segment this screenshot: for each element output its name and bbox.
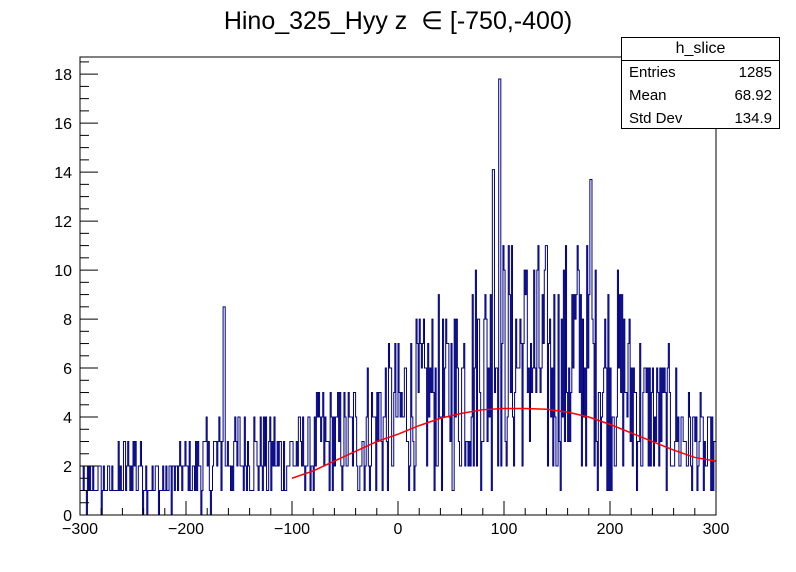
y-tick-label: 18 (54, 67, 72, 84)
stats-label: Std Dev (629, 110, 683, 127)
histogram-bars (79, 78, 717, 516)
y-tick-label: 6 (63, 361, 72, 378)
x-tick-label: 300 (703, 521, 730, 538)
y-tick-label: 0 (63, 508, 72, 525)
stats-value: 68.92 (734, 87, 772, 104)
fit-curve-group (291, 407, 717, 479)
histogram-outline (79, 78, 717, 516)
x-tick-label: 200 (597, 521, 624, 538)
stats-row-stddev: Std Dev 134.9 (622, 107, 779, 130)
x-tick-label: −300 (62, 521, 98, 538)
y-tick-label: 16 (54, 116, 72, 133)
chart-title: Hino_325_Hyy z ∈ [-750,-400) (223, 7, 573, 35)
stats-row-entries: Entries 1285 (622, 61, 779, 84)
y-tick-label: 14 (54, 165, 72, 182)
x-tick-label: 100 (491, 521, 518, 538)
x-tick-label: −100 (274, 521, 310, 538)
y-tick-label: 8 (63, 312, 72, 329)
tick-marks (79, 61, 717, 516)
y-tick-label: 2 (63, 459, 72, 476)
x-tick-label: −200 (168, 521, 204, 538)
x-tick-label: 0 (394, 521, 403, 538)
stats-row-mean: Mean 68.92 (622, 84, 779, 107)
tick-labels: −300 −200 −100 0 100 200 300 0 2 4 6 8 10 12 14 16 18 (54, 67, 729, 538)
y-tick-label: 12 (54, 214, 72, 231)
stats-label: Entries (629, 64, 676, 81)
fit-curve (291, 407, 717, 479)
y-tick-label: 10 (54, 263, 72, 280)
stats-value: 134.9 (734, 110, 772, 127)
y-tick-label: 4 (63, 410, 72, 427)
stats-label: Mean (629, 87, 667, 104)
stats-value: 1285 (738, 64, 772, 81)
stats-title: h_slice (622, 38, 779, 61)
stats-box: h_slice Entries 1285 Mean 68.92 Std Dev … (621, 37, 780, 129)
